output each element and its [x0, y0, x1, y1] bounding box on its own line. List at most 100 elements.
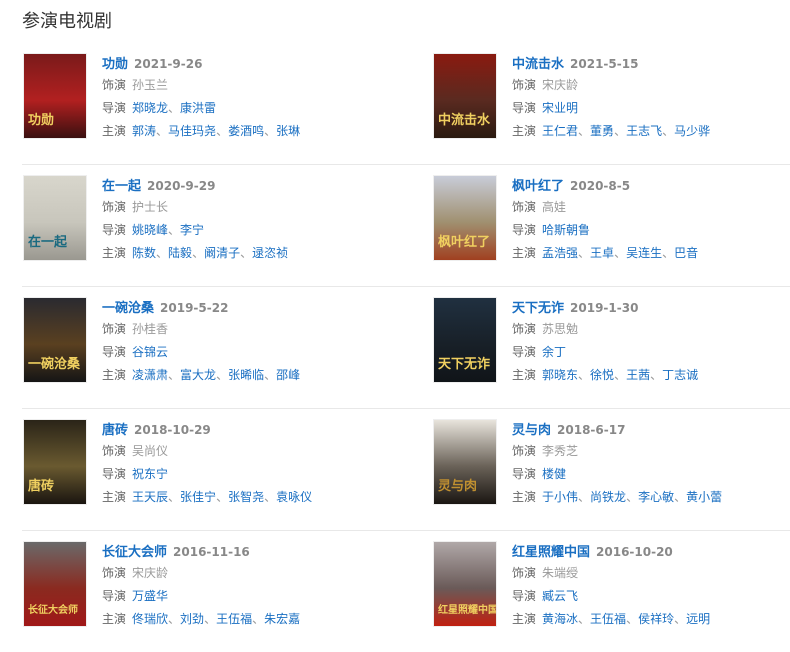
cast-link[interactable]: 张佳宁 — [180, 490, 217, 504]
director-link[interactable]: 郑晓龙 — [132, 101, 169, 115]
cast-link[interactable]: 邵峰 — [276, 368, 301, 382]
drama-title-link[interactable]: 唐砖 — [102, 423, 129, 438]
drama-title-link[interactable]: 灵与肉 — [512, 423, 552, 438]
drama-title-link[interactable]: 中流击水 — [512, 57, 565, 72]
cast-link[interactable]: 朱宏嘉 — [264, 612, 301, 626]
separator: 、 — [204, 612, 217, 626]
role-name: 护士长 — [132, 200, 169, 214]
poster-title-art: 一碗沧桑 — [28, 357, 81, 372]
cast-link[interactable]: 王志飞 — [626, 124, 663, 138]
cast-link[interactable]: 富大龙 — [180, 368, 217, 382]
poster-image[interactable]: 功勋 — [23, 53, 87, 139]
drama-title-link[interactable]: 一碗沧桑 — [102, 301, 155, 316]
cast-line: 主演 于小伟、尚铁龙、李心敏、黄小蕾 — [512, 486, 722, 509]
director-line: 导演 祝东宁 — [102, 463, 312, 486]
role-label: 饰演 — [102, 200, 127, 214]
director-line: 导演 臧云飞 — [512, 585, 710, 608]
poster-image[interactable]: 灵与肉 — [433, 419, 497, 505]
cast-link[interactable]: 巴音 — [674, 246, 699, 260]
drama-card: 灵与肉 灵与肉 2018-6-17 饰演 李秀芝 导演 楼健 主演 于小伟、尚铁龙、李心敏、黄小… — [432, 418, 790, 508]
cast-link[interactable]: 黄海冰 — [542, 612, 579, 626]
cast-link[interactable]: 马少骅 — [674, 124, 711, 138]
director-line: 导演 郑晓龙、康洪雷 — [102, 97, 300, 120]
cast-link[interactable]: 丁志诚 — [662, 368, 699, 382]
drama-title-link[interactable]: 功勋 — [102, 57, 129, 72]
cast-link[interactable]: 张琳 — [276, 124, 301, 138]
cast-link[interactable]: 马佳玛尧 — [168, 124, 217, 138]
cast-line: 主演 陈数、陆毅、阚清子、逯恣祯 — [102, 242, 288, 265]
poster-image[interactable]: 枫叶红了 — [433, 175, 497, 261]
director-link[interactable]: 李宁 — [180, 223, 205, 237]
role-line: 饰演 高娃 — [512, 196, 698, 219]
cast-link[interactable]: 王伍福 — [590, 612, 627, 626]
release-date: 2016-11-16 — [173, 545, 250, 559]
cast-link[interactable]: 李心敏 — [638, 490, 675, 504]
cast-link[interactable]: 逯恣祯 — [252, 246, 289, 260]
cast-link[interactable]: 吴连生 — [626, 246, 663, 260]
drama-card: 唐砖 唐砖 2018-10-29 饰演 吴尚仪 导演 祝东宁 主演 王天辰、张佳宁、张智尧、袁咏… — [22, 418, 402, 508]
cast-link[interactable]: 王伍福 — [216, 612, 253, 626]
director-link[interactable]: 余丁 — [542, 345, 567, 359]
drama-title-link[interactable]: 枫叶红了 — [512, 179, 565, 194]
cast-link[interactable]: 陈数 — [132, 246, 157, 260]
poster-title-art: 长征大会师 — [28, 605, 78, 616]
poster-image[interactable]: 唐砖 — [23, 419, 87, 505]
drama-title-link[interactable]: 天下无诈 — [512, 301, 565, 316]
director-link[interactable]: 祝东宁 — [132, 467, 169, 481]
cast-link[interactable]: 远明 — [686, 612, 711, 626]
director-label: 导演 — [512, 223, 537, 237]
drama-title-link[interactable]: 在一起 — [102, 179, 142, 194]
cast-link[interactable]: 刘劲 — [180, 612, 205, 626]
director-link[interactable]: 臧云飞 — [542, 589, 579, 603]
cast-link[interactable]: 孟浩强 — [542, 246, 579, 260]
director-link[interactable]: 姚晓峰 — [132, 223, 169, 237]
cast-link[interactable]: 郭晓东 — [542, 368, 579, 382]
title-line: 天下无诈 2019-1-30 — [512, 296, 698, 318]
cast-link[interactable]: 阚清子 — [204, 246, 241, 260]
poster-image[interactable]: 在一起 — [23, 175, 87, 261]
separator: 、 — [168, 612, 181, 626]
cast-link[interactable]: 佟瑞欣 — [132, 612, 169, 626]
cast-link[interactable]: 袁咏仪 — [276, 490, 313, 504]
director-link[interactable]: 万盛华 — [132, 589, 169, 603]
role-name: 孙桂香 — [132, 322, 169, 336]
drama-title-link[interactable]: 红星照耀中国 — [512, 545, 591, 560]
cast-link[interactable]: 王仁君 — [542, 124, 579, 138]
poster-image[interactable]: 一碗沧桑 — [23, 297, 87, 383]
director-link[interactable]: 宋业明 — [542, 101, 579, 115]
title-line: 枫叶红了 2020-8-5 — [512, 174, 698, 196]
cast-link[interactable]: 王卓 — [590, 246, 615, 260]
cast-link[interactable]: 侯祥玲 — [638, 612, 675, 626]
director-link[interactable]: 楼健 — [542, 467, 567, 481]
poster-image[interactable]: 红星照耀中国 — [433, 541, 497, 627]
director-label: 导演 — [512, 345, 537, 359]
cast-link[interactable]: 徐悦 — [590, 368, 615, 382]
cast-link[interactable]: 陆毅 — [168, 246, 193, 260]
cast-link[interactable]: 于小伟 — [542, 490, 579, 504]
poster-title-art: 枫叶红了 — [438, 235, 491, 250]
cast-link[interactable]: 郭涛 — [132, 124, 157, 138]
section-title: 参演电视剧 — [22, 11, 112, 32]
role-line: 饰演 护士长 — [102, 196, 288, 219]
cast-link[interactable]: 黄小蕾 — [686, 490, 723, 504]
drama-card: 长征大会师 长征大会师 2016-11-16 饰演 宋庆龄 导演 万盛华 主演 佟瑞欣、刘劲、王… — [22, 540, 402, 630]
drama-title-link[interactable]: 长征大会师 — [102, 545, 168, 560]
role-label: 饰演 — [512, 322, 537, 336]
poster-image[interactable]: 中流击水 — [433, 53, 497, 139]
director-link[interactable]: 哈斯朝鲁 — [542, 223, 591, 237]
director-link[interactable]: 谷锦云 — [132, 345, 169, 359]
cast-link[interactable]: 张晞临 — [228, 368, 265, 382]
poster-image[interactable]: 长征大会师 — [23, 541, 87, 627]
cast-link[interactable]: 王茜 — [626, 368, 651, 382]
cast-link[interactable]: 张智尧 — [228, 490, 265, 504]
role-label: 饰演 — [102, 322, 127, 336]
cast-link[interactable]: 娄酒鸣 — [228, 124, 265, 138]
director-link[interactable]: 康洪雷 — [180, 101, 217, 115]
cast-link[interactable]: 尚铁龙 — [590, 490, 627, 504]
cast-link[interactable]: 王天辰 — [132, 490, 169, 504]
poster-image[interactable]: 天下无诈 — [433, 297, 497, 383]
separator: 、 — [156, 246, 169, 260]
cast-label: 主演 — [512, 490, 537, 504]
cast-link[interactable]: 凌潇肃 — [132, 368, 169, 382]
cast-link[interactable]: 董勇 — [590, 124, 615, 138]
